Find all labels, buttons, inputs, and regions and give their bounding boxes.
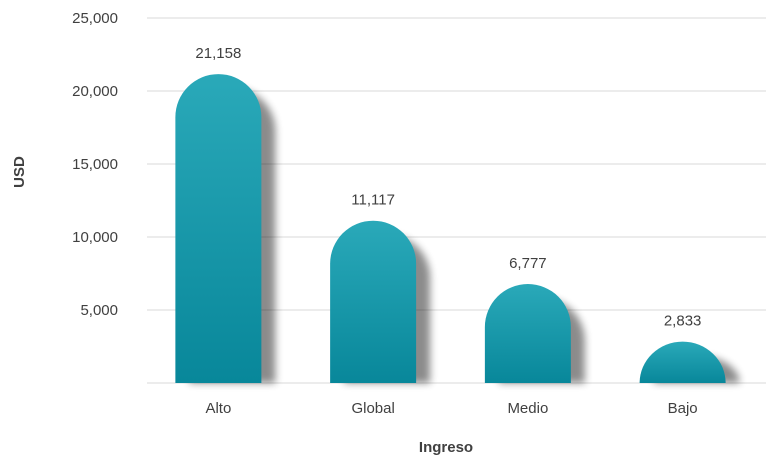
x-tick-label: Global <box>351 400 394 417</box>
x-axis-categories: Alto Global Medio Bajo <box>205 400 697 417</box>
y-axis-title: USD <box>11 156 28 188</box>
x-tick-label: Medio <box>507 400 548 417</box>
y-tick-label: 25,000 <box>72 10 118 27</box>
bar-alto <box>175 74 262 383</box>
y-axis-ticks: 5,000 10,000 15,000 20,000 25,000 <box>72 10 118 319</box>
data-label: 6,777 <box>509 255 547 272</box>
data-labels: 21,158 11,117 6,777 2,833 <box>195 45 701 330</box>
x-tick-label: Alto <box>205 400 231 417</box>
bar-medio <box>484 284 571 383</box>
x-tick-label: Bajo <box>668 400 698 417</box>
bar-group <box>175 74 276 383</box>
data-label: 2,833 <box>664 313 702 330</box>
data-label: 21,158 <box>195 45 241 62</box>
data-label: 11,117 <box>351 192 395 209</box>
y-tick-label: 15,000 <box>72 156 118 173</box>
bar-group <box>639 341 740 383</box>
x-axis-title: Ingreso <box>419 439 473 456</box>
bar-group <box>484 284 585 383</box>
y-tick-label: 20,000 <box>72 83 118 100</box>
bar-global <box>330 220 417 383</box>
bar-bajo <box>639 341 726 383</box>
y-tick-label: 10,000 <box>72 229 118 246</box>
bar-group <box>330 220 431 383</box>
bars <box>175 74 740 383</box>
y-tick-label: 5,000 <box>80 302 118 319</box>
